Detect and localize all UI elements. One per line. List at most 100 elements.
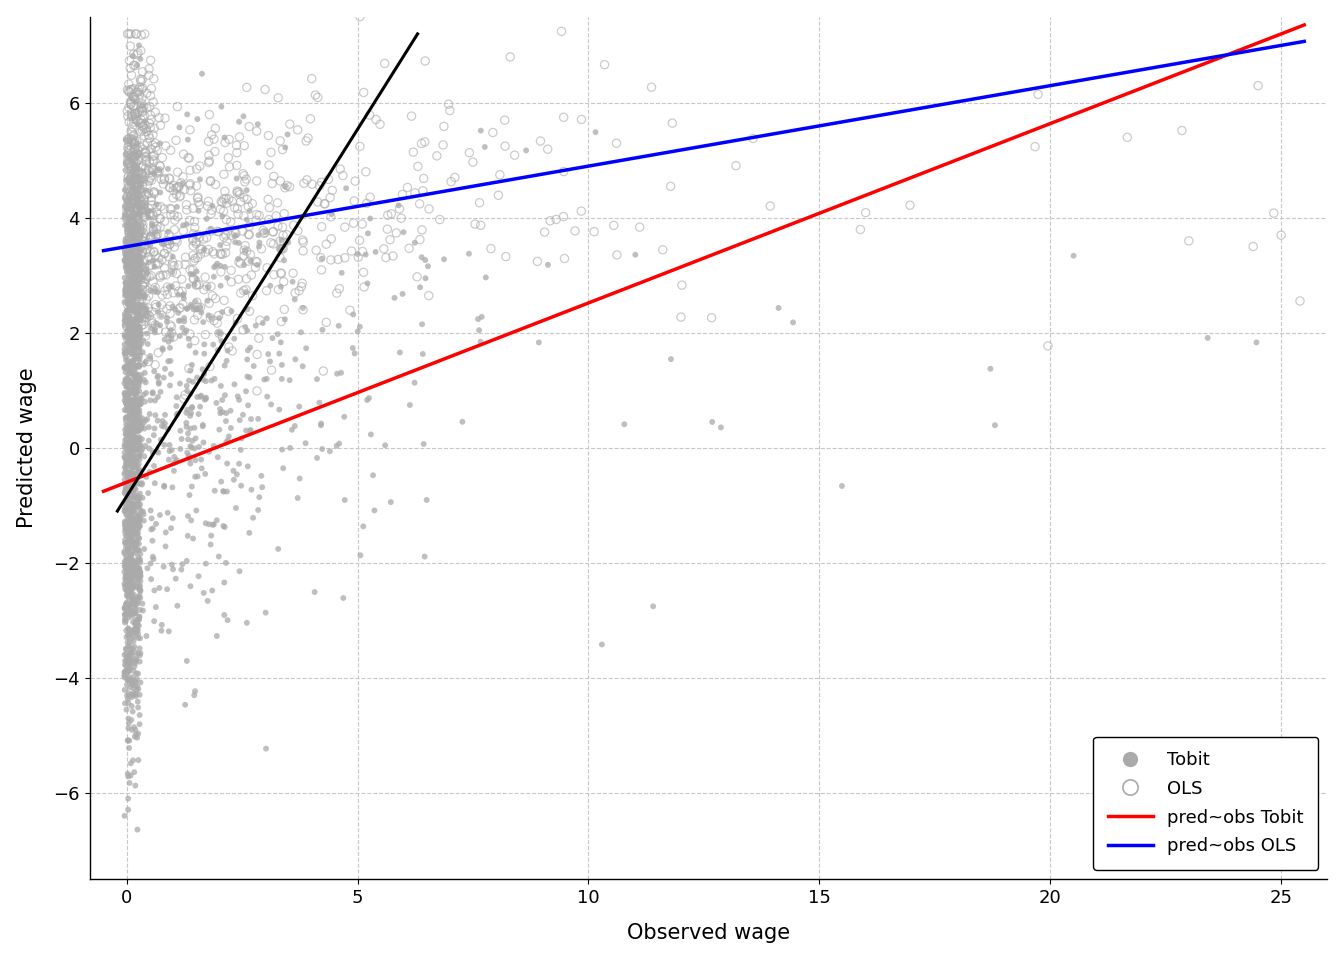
Point: [122, 498, 144, 514]
Point: [159, 340, 180, 355]
Point: [132, 277, 153, 293]
Point: [121, 332, 142, 348]
Point: [215, 555, 237, 570]
Point: [118, 610, 140, 625]
Point: [133, 99, 155, 114]
Point: [117, 555, 138, 570]
Point: [169, 188, 191, 204]
Point: [126, 312, 148, 327]
Point: [329, 161, 351, 177]
Point: [142, 208, 164, 224]
Point: [409, 232, 430, 248]
Point: [121, 136, 142, 152]
Point: [130, 216, 152, 231]
Point: [129, 352, 151, 368]
Point: [125, 196, 146, 211]
Point: [116, 567, 137, 583]
Point: [120, 433, 141, 448]
Point: [148, 376, 169, 392]
Point: [117, 362, 138, 377]
Point: [219, 132, 241, 147]
Point: [136, 385, 157, 400]
Point: [118, 576, 140, 591]
Point: [271, 241, 293, 256]
Point: [122, 482, 144, 497]
Point: [126, 340, 148, 355]
Point: [126, 555, 148, 570]
Point: [121, 426, 142, 442]
Point: [288, 223, 309, 238]
Point: [214, 575, 235, 590]
Point: [376, 222, 398, 237]
Point: [129, 176, 151, 191]
Point: [163, 463, 184, 478]
Point: [118, 482, 140, 497]
Point: [124, 392, 145, 407]
Point: [251, 241, 273, 256]
Point: [130, 302, 152, 318]
Point: [237, 192, 258, 207]
Point: [239, 247, 261, 262]
Point: [126, 232, 148, 248]
Point: [157, 421, 179, 437]
Point: [204, 177, 226, 192]
Point: [126, 401, 148, 417]
Point: [124, 687, 145, 703]
Point: [121, 467, 142, 482]
Point: [118, 585, 140, 600]
Point: [118, 567, 140, 583]
Point: [121, 302, 142, 318]
Point: [165, 187, 187, 203]
Point: [128, 372, 149, 387]
Point: [134, 302, 156, 318]
Point: [124, 180, 145, 195]
Point: [121, 188, 142, 204]
Point: [128, 250, 149, 265]
Point: [301, 177, 323, 192]
Point: [124, 399, 145, 415]
Point: [129, 332, 151, 348]
Point: [126, 329, 148, 345]
Point: [114, 536, 136, 551]
Point: [124, 588, 145, 603]
Point: [144, 281, 165, 297]
Point: [136, 325, 157, 341]
Point: [118, 301, 140, 317]
Point: [180, 386, 202, 401]
Point: [130, 396, 152, 412]
Point: [129, 221, 151, 236]
Point: [165, 452, 187, 468]
Point: [136, 265, 157, 280]
Point: [124, 179, 145, 194]
Point: [122, 447, 144, 463]
Point: [125, 430, 146, 445]
Point: [128, 142, 149, 157]
Point: [117, 587, 138, 602]
Point: [220, 275, 242, 290]
Point: [165, 454, 187, 469]
Point: [114, 502, 136, 517]
Point: [122, 198, 144, 213]
Point: [120, 172, 141, 187]
Point: [245, 253, 266, 269]
Point: [125, 168, 146, 183]
Point: [267, 282, 289, 298]
Point: [176, 445, 198, 461]
Point: [742, 131, 763, 146]
Point: [125, 430, 146, 445]
Point: [121, 676, 142, 691]
Point: [349, 232, 371, 248]
Point: [129, 437, 151, 452]
Point: [117, 379, 138, 395]
Point: [185, 301, 207, 317]
Point: [124, 474, 145, 490]
Point: [124, 279, 145, 295]
Point: [140, 205, 161, 221]
Point: [124, 248, 145, 263]
Point: [138, 465, 160, 480]
Point: [284, 292, 305, 307]
Point: [122, 436, 144, 451]
Point: [118, 621, 140, 636]
Point: [116, 294, 137, 309]
Point: [198, 194, 219, 209]
